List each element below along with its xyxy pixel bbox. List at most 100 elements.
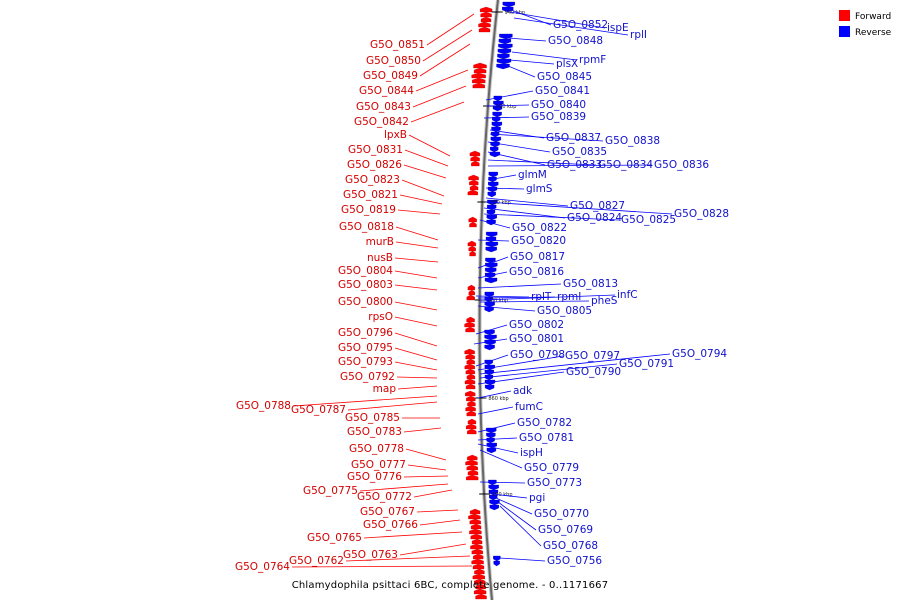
forward-leader-line <box>399 194 443 205</box>
forward-gene-arrow <box>466 294 475 301</box>
reverse-label-glmm: glmM <box>518 169 547 181</box>
forward-gene-arrow <box>478 26 491 33</box>
reverse-label-g5o-0798: G5O_0798 <box>510 349 565 361</box>
forward-gene-arrow <box>469 528 482 535</box>
tick-label: 880 kbp <box>488 298 508 304</box>
reverse-label-g5o-0841: G5O_0841 <box>535 85 590 97</box>
forward-label-g5o-0763: G5O_0763 <box>343 549 398 561</box>
reverse-label-g5o-0813: G5O_0813 <box>563 278 618 290</box>
reverse-label-rpmi: rpmI <box>557 291 581 303</box>
reverse-gene-arrow <box>484 369 494 376</box>
forward-label-map: map <box>373 383 397 395</box>
forward-gene-arrow <box>465 390 476 397</box>
forward-gene-arrow <box>465 405 476 412</box>
reverse-gene-arrow <box>493 555 501 562</box>
reverse-gene-arrow <box>492 116 501 123</box>
reverse-leader-line <box>477 283 562 289</box>
reverse-gene-arrow <box>502 1 515 8</box>
legend-swatch-forward <box>839 10 850 21</box>
forward-label-g5o-0787: G5O_0787 <box>291 404 346 416</box>
forward-leader-line <box>394 270 438 279</box>
reverse-gene-arrow <box>486 214 497 221</box>
reverse-leader-line <box>485 197 569 207</box>
forward-label-g5o-0792: G5O_0792 <box>340 371 395 383</box>
forward-gene-arrow <box>473 67 487 74</box>
reverse-leader-line <box>475 324 508 335</box>
reverse-gene-arrow <box>489 499 500 506</box>
reverse-leader-line <box>487 164 653 167</box>
reverse-gene-arrow <box>486 437 495 444</box>
reverse-label-infc: infC <box>617 289 638 301</box>
label-leader-lines <box>291 7 673 568</box>
forward-gene-arrow <box>467 284 476 291</box>
forward-leader-line <box>291 565 473 568</box>
forward-leader-line <box>394 301 438 311</box>
reverse-gene-arrow <box>488 171 498 178</box>
reverse-gene-arrow <box>489 494 498 501</box>
forward-gene-arrow <box>469 518 481 525</box>
forward-label-g5o-0826: G5O_0826 <box>347 159 402 171</box>
forward-gene-arrow <box>465 353 475 360</box>
reverse-leader-line <box>475 295 530 298</box>
forward-label-g5o-0793: G5O_0793 <box>338 356 393 368</box>
forward-gene-arrow <box>468 289 475 296</box>
reverse-leader-line <box>477 371 565 385</box>
forward-gene-arrow <box>478 21 491 28</box>
reverse-label-g5o-0769: G5O_0769 <box>538 524 593 536</box>
reverse-label-ispe: ispE <box>607 22 629 34</box>
reverse-label-g5o-0840: G5O_0840 <box>531 99 586 111</box>
reverse-gene-arrow <box>490 146 499 153</box>
reverse-label-g5o-0820: G5O_0820 <box>511 235 566 247</box>
reverse-gene-arrow <box>484 329 495 336</box>
forward-gene-arrow <box>475 593 487 600</box>
forward-leader-line <box>395 226 439 241</box>
forward-leader-line <box>426 13 475 46</box>
forward-leader-line <box>399 543 467 556</box>
reverse-label-g5o-0791: G5O_0791 <box>619 358 674 370</box>
reverse-gene-arrow <box>502 6 514 13</box>
reverse-gene-arrow <box>484 344 495 351</box>
forward-label-g5o-0788: G5O_0788 <box>236 400 291 412</box>
reverse-label-g5o-0805: G5O_0805 <box>537 305 592 317</box>
forward-label-g5o-0783: G5O_0783 <box>347 426 402 438</box>
reverse-label-g5o-0802: G5O_0802 <box>509 319 564 331</box>
reverse-label-g5o-0756: G5O_0756 <box>547 555 602 567</box>
tick-label: 920 kbp <box>496 104 516 110</box>
forward-gene-arrow <box>468 174 479 181</box>
forward-gene-arrow <box>474 578 486 585</box>
reverse-leader-line <box>477 256 509 269</box>
reverse-leader-line <box>479 300 590 303</box>
reverse-label-fumc: fumC <box>515 401 543 413</box>
reverse-gene-arrow <box>486 231 498 238</box>
reverse-leader-line <box>479 363 618 379</box>
forward-leader-line <box>419 43 471 77</box>
forward-label-g5o-0777: G5O_0777 <box>351 459 406 471</box>
reverse-leader-line <box>485 187 525 190</box>
reverse-label-g5o-0852: G5O_0852 <box>553 19 608 31</box>
forward-label-g5o-0851: G5O_0851 <box>370 39 425 51</box>
reverse-gene-arrow <box>490 136 501 143</box>
reverse-gene-arrow <box>488 489 499 496</box>
reverse-label-g5o-0845: G5O_0845 <box>537 71 592 83</box>
forward-label-g5o-0818: G5O_0818 <box>339 221 394 233</box>
reverse-leader-line <box>477 305 536 312</box>
reverse-gene-arrow <box>485 257 496 264</box>
reverse-leader-line <box>507 65 536 78</box>
forward-leader-line <box>408 134 451 157</box>
reverse-label-pgi: pgi <box>529 492 545 504</box>
forward-gene-arrow <box>466 464 478 471</box>
forward-label-g5o-0772: G5O_0772 <box>357 491 412 503</box>
forward-leader-line <box>363 531 463 539</box>
forward-leader-line <box>419 519 461 526</box>
forward-label-g5o-0767: G5O_0767 <box>360 506 415 518</box>
reverse-gene-arrow <box>496 58 512 65</box>
forward-gene-arrow <box>474 568 485 575</box>
reverse-leader-line <box>505 7 552 26</box>
reverse-label-g5o-0773: G5O_0773 <box>527 477 582 489</box>
forward-label-g5o-0776: G5O_0776 <box>347 471 402 483</box>
reverse-gene-arrow <box>491 121 503 128</box>
reverse-label-g5o-0824: G5O_0824 <box>567 212 622 224</box>
forward-gene-arrow <box>469 508 481 515</box>
forward-leader-line <box>410 101 465 123</box>
legend-label-reverse: Reverse <box>855 28 892 38</box>
